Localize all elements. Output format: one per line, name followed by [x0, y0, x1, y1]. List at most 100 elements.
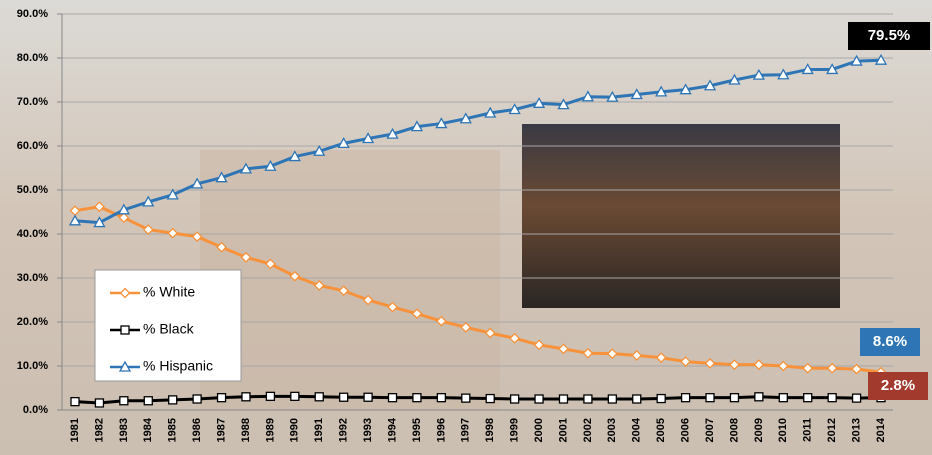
marker	[142, 224, 154, 236]
marker	[435, 117, 448, 129]
y-tick-label: 30.0%	[17, 272, 48, 284]
marker	[827, 393, 837, 403]
x-tick-label: 2005	[655, 418, 667, 442]
marker	[436, 393, 447, 403]
marker	[752, 68, 765, 80]
y-tick-label: 40.0%	[17, 228, 48, 240]
marker	[118, 212, 130, 224]
x-tick-label: 2009	[753, 418, 765, 442]
marker	[142, 195, 155, 207]
marker	[533, 339, 545, 351]
marker	[777, 68, 790, 80]
x-tick-label: 2010	[777, 418, 789, 442]
x-tick-label: 1988	[240, 418, 252, 442]
y-tick-label: 0.0%	[23, 404, 48, 416]
end-label-box	[848, 22, 930, 50]
marker	[874, 53, 888, 65]
marker	[826, 63, 839, 75]
marker	[216, 393, 227, 403]
x-tick-label: 2001	[557, 418, 569, 442]
marker	[167, 227, 179, 239]
marker	[826, 362, 838, 374]
x-tick-label: 2004	[631, 417, 643, 442]
marker	[753, 359, 765, 371]
end-label: 79.5%	[868, 27, 911, 44]
marker	[606, 90, 619, 102]
end-label: 8.6%	[873, 333, 907, 350]
marker	[656, 393, 666, 404]
legend-box	[94, 269, 242, 382]
x-tick-label: 2014	[875, 417, 887, 442]
marker	[362, 294, 374, 306]
end-label-box	[868, 372, 928, 400]
marker	[191, 177, 204, 189]
marker	[239, 162, 253, 174]
marker	[802, 362, 814, 374]
x-tick-label: 2002	[582, 418, 594, 442]
marker	[754, 392, 764, 402]
y-tick-label: 80.0%	[17, 52, 48, 64]
marker	[361, 132, 375, 144]
marker	[484, 327, 496, 339]
marker	[265, 391, 276, 402]
x-tick-label: 1981	[69, 418, 81, 442]
x-tick-label: 1998	[484, 418, 496, 442]
marker	[143, 396, 153, 406]
marker	[777, 360, 789, 372]
marker	[509, 332, 521, 344]
x-tick-label: 1984	[142, 417, 154, 442]
building	[200, 150, 500, 410]
marker	[166, 188, 179, 200]
y-tick-label: 20.0%	[17, 316, 48, 328]
marker	[850, 54, 863, 66]
x-tick-label: 1995	[411, 418, 423, 442]
marker	[728, 73, 741, 85]
marker	[631, 350, 643, 361]
marker	[778, 393, 788, 403]
x-tick-label: 1986	[191, 418, 203, 442]
end-label-box	[860, 328, 920, 356]
marker	[313, 280, 325, 291]
x-tick-label: 1994	[386, 417, 398, 442]
x-tick-label: 1993	[362, 418, 374, 442]
marker	[558, 343, 569, 355]
marker	[680, 356, 692, 368]
marker	[94, 201, 105, 213]
marker	[290, 391, 300, 402]
x-tick-label: 2012	[826, 418, 838, 442]
x-tick-label: 1997	[460, 418, 472, 442]
x-tick-label: 1982	[93, 418, 105, 442]
marker	[461, 393, 471, 403]
photo	[522, 124, 840, 308]
legend-label: % Hispanic	[143, 358, 213, 374]
marker	[387, 393, 398, 403]
marker	[606, 348, 618, 360]
marker	[191, 231, 203, 243]
marker	[581, 90, 595, 102]
marker	[264, 258, 276, 270]
marker	[705, 393, 715, 403]
marker	[557, 98, 570, 110]
marker	[363, 392, 373, 402]
end-labels: 8.6% 2.8% 79.5%	[848, 22, 930, 400]
marker	[313, 144, 326, 156]
legend-label: % Black	[143, 321, 195, 337]
marker	[655, 352, 667, 364]
marker	[630, 88, 643, 100]
x-tick-label: 1999	[509, 418, 521, 442]
marker	[582, 347, 594, 359]
marker	[460, 321, 472, 333]
marker	[241, 392, 251, 402]
x-tick-label: 2006	[680, 418, 692, 442]
x-tick-label: 2003	[606, 418, 618, 442]
x-tick-label: 2008	[728, 418, 740, 442]
y-tick-label: 70.0%	[17, 96, 48, 108]
marker	[93, 216, 106, 228]
x-tick-label: 1992	[338, 418, 350, 442]
marker	[288, 150, 301, 162]
x-tick-label: 1987	[215, 418, 227, 442]
marker	[68, 214, 82, 226]
marker	[680, 393, 691, 403]
marker	[484, 106, 497, 118]
